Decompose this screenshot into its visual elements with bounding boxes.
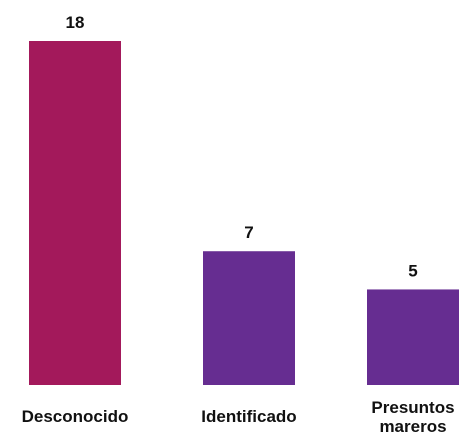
bars-group — [29, 41, 459, 385]
category-label-3: Presuntos mareros — [371, 398, 454, 436]
category-label-1: Desconocido — [22, 407, 129, 426]
value-label-3: 5 — [408, 261, 417, 280]
bar-3 — [367, 289, 459, 385]
category-labels-group: Desconocido Identificado Presuntos mareros — [22, 398, 455, 436]
value-label-2: 7 — [244, 223, 253, 242]
bar-1 — [29, 41, 121, 385]
bar-2 — [203, 251, 295, 385]
value-label-1: 18 — [66, 13, 85, 32]
category-label-2: Identificado — [201, 407, 296, 426]
